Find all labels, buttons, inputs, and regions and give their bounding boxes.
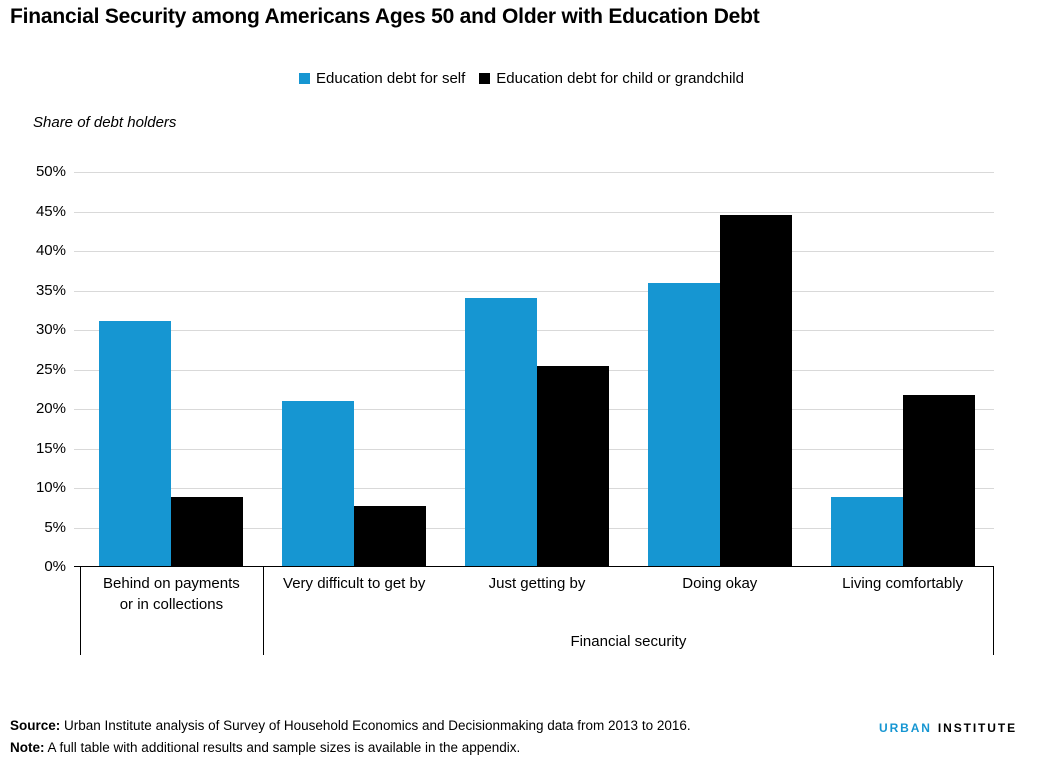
y-tick-label: 20% [35,400,66,417]
legend: Education debt for self Education debt f… [0,70,1043,87]
x-axis-title: Financial security [570,633,687,650]
bar-self-2 [465,298,537,567]
bar-child-4 [902,394,975,567]
category-axis-border-left [80,567,81,655]
category-divider [262,567,264,655]
chart-title: Financial Security among Americans Ages … [10,5,760,28]
legend-item-self: Education debt for self [299,70,465,87]
bar-self-4 [830,497,903,567]
plot-area [74,172,994,567]
urban-institute-logo: URBAN INSTITUTE [879,721,1017,735]
y-tick-label: 25% [35,360,66,378]
note-line: Note: A full table with additional resul… [10,738,520,758]
y-tick-label: 5% [44,518,66,536]
bar-child-0 [171,496,244,567]
bar-self-1 [282,401,355,567]
category-axis-border-right [993,567,994,655]
note-text: A full table with additional results and… [44,740,521,755]
x-axis-labels: Behind on payments or in collections Very… [80,573,994,615]
y-axis-title: Share of debt holders [33,114,177,131]
legend-swatch-self-icon [299,73,311,84]
y-tick-label: 45% [35,202,66,220]
x-category-label-2: Just getting by [488,575,586,592]
bar-child-1 [354,506,427,567]
gridline [74,290,994,292]
bar-self-0 [99,321,172,567]
y-tick-label: 0% [44,558,66,575]
legend-label-self: Education debt for self [316,70,466,87]
legend-swatch-child-icon [479,73,491,84]
source-label: Source: [10,718,61,733]
x-category-label-0: Behind on payments or in collections [103,575,240,613]
bar-child-3 [719,214,792,567]
legend-item-child: Education debt for child or grandchild [479,70,744,87]
x-category-label-3: Doing okay [682,575,758,592]
y-tick-label: 15% [35,439,66,457]
logo-institute-text: INSTITUTE [937,721,1017,735]
y-tick-label: 35% [35,281,66,299]
logo-urban-text: URBAN [879,721,932,735]
gridline [74,172,994,173]
legend-label-child: Education debt for child or grandchild [496,70,744,87]
source-line: Source: Urban Institute analysis of Surv… [10,716,691,736]
x-axis-line [74,566,994,567]
x-category-label-1: Very difficult to get by [283,575,426,592]
gridline [74,251,994,252]
y-tick-label: 50% [35,163,66,180]
note-label: Note: [10,740,45,755]
gridline [74,211,994,213]
y-tick-label: 40% [35,242,66,259]
y-tick-label: 10% [35,479,66,496]
x-category-label-4: Living comfortably [842,575,964,592]
source-text: Urban Institute analysis of Survey of Ho… [60,718,691,733]
bar-self-3 [647,283,720,567]
y-tick-label: 30% [35,321,66,338]
bar-child-2 [537,365,609,567]
